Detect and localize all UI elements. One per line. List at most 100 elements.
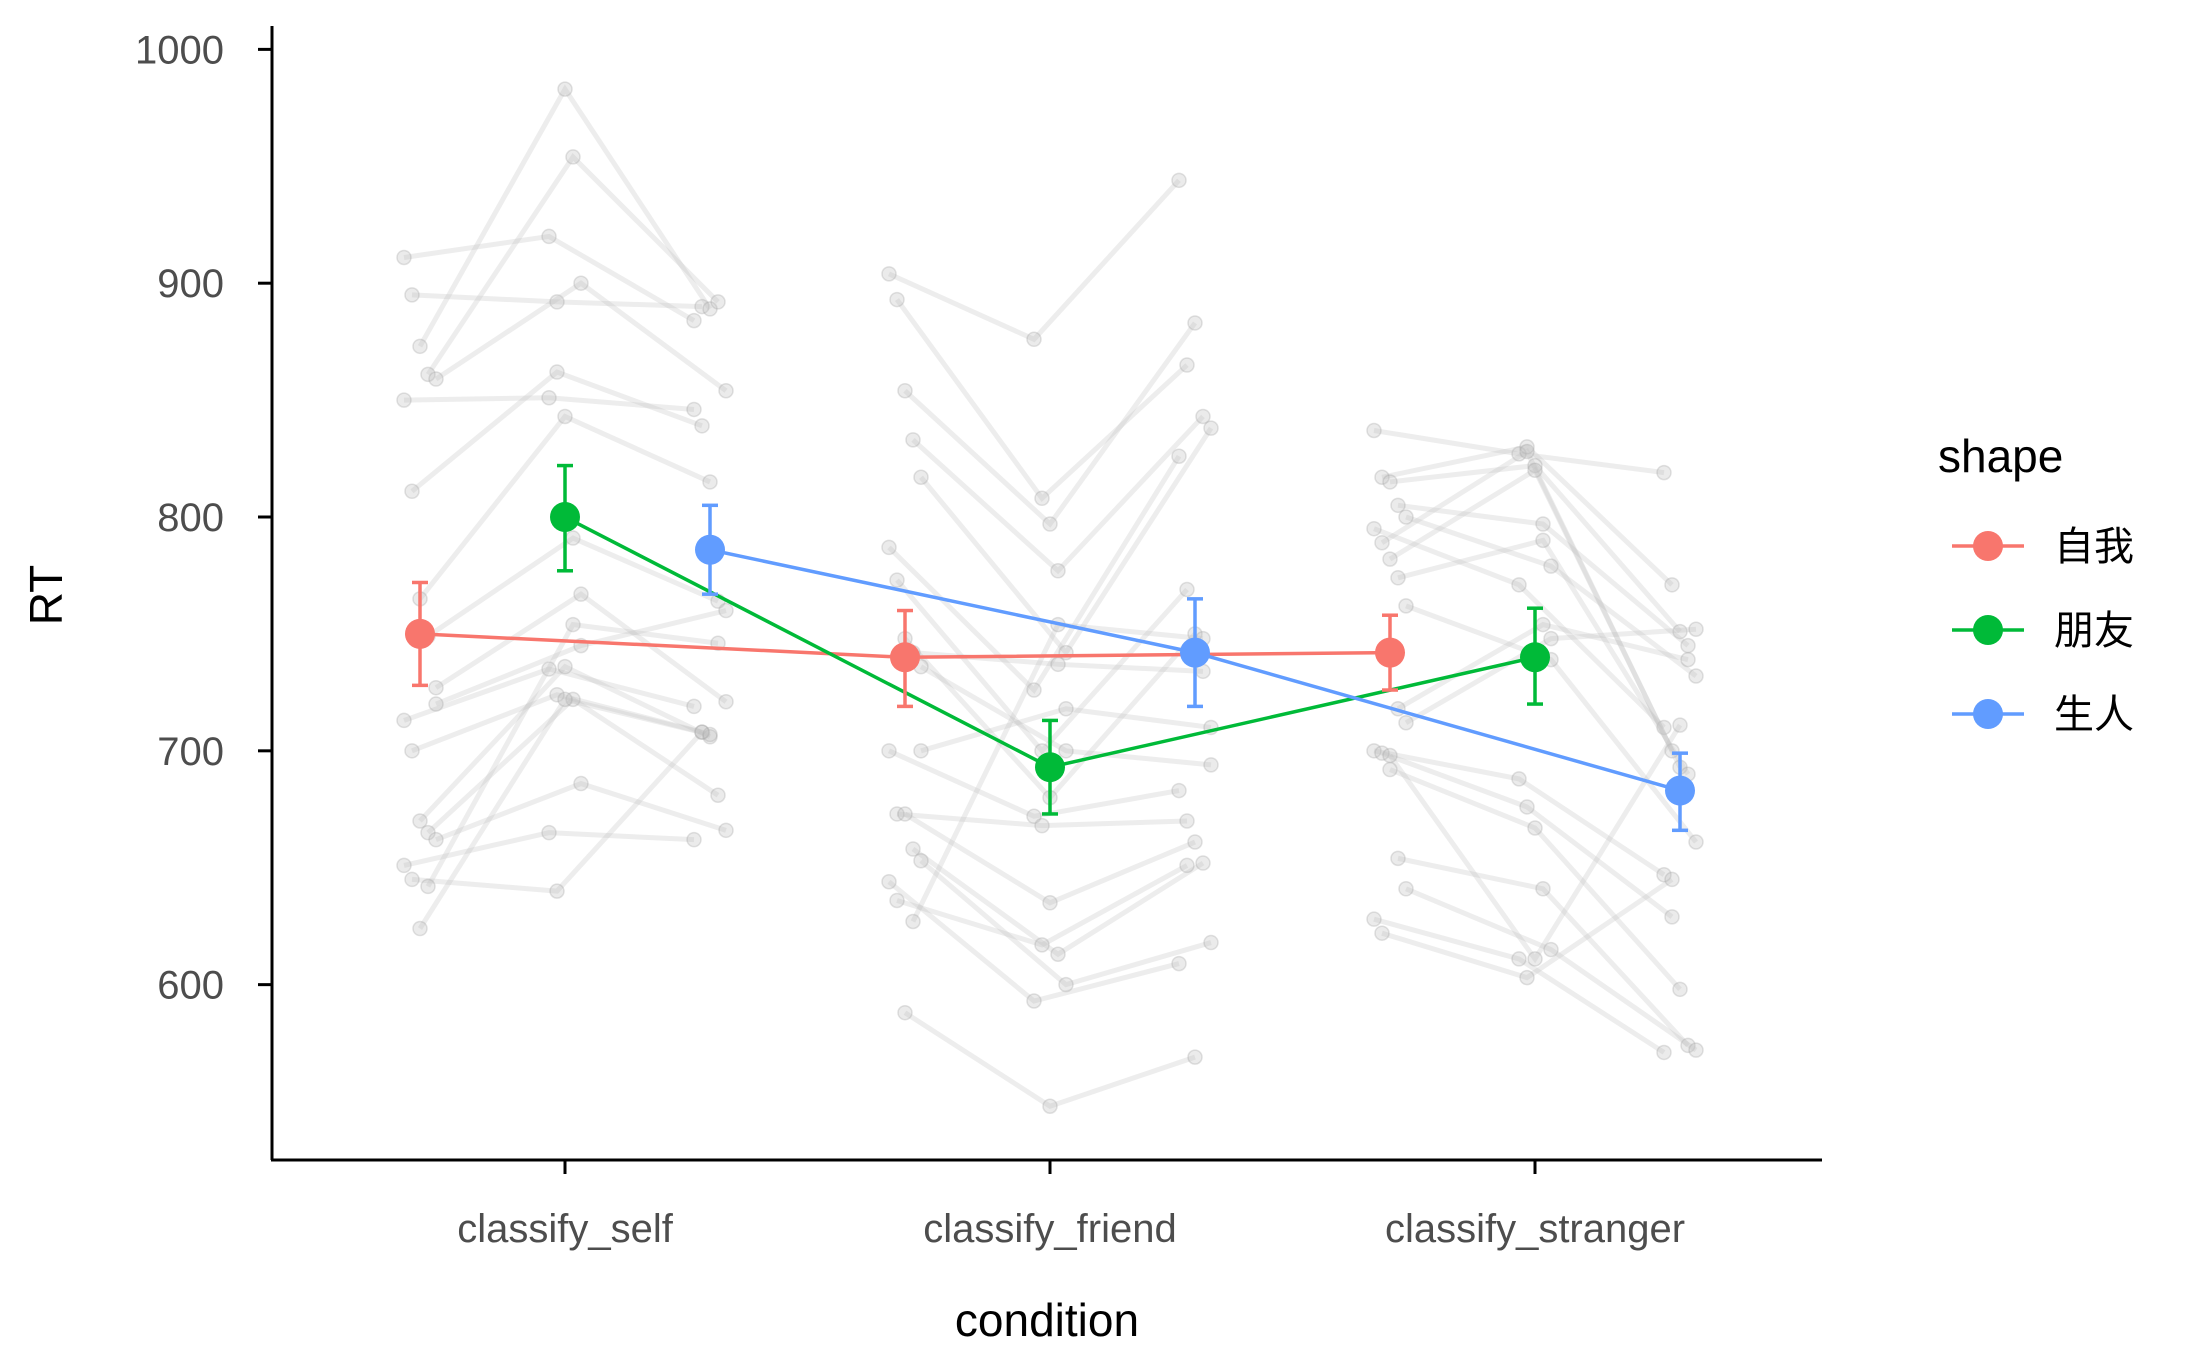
subject-point [573, 586, 589, 602]
subject-point [1535, 532, 1551, 549]
subject-line [1373, 526, 1666, 730]
subject-point [1535, 516, 1551, 532]
subject-point [1382, 551, 1398, 567]
subject-point [881, 743, 897, 759]
x-tick-label: classify_stranger [1385, 1207, 1685, 1251]
subject-point [1187, 315, 1203, 331]
subject-point [889, 806, 905, 822]
subject-point [1672, 623, 1688, 640]
subject-point [541, 228, 557, 245]
subject-line [895, 578, 1189, 755]
subject-point [1026, 682, 1042, 698]
subject-line [1387, 723, 1683, 964]
subject-point [905, 913, 921, 930]
subject-point [1519, 443, 1535, 460]
subject-point [1656, 464, 1672, 481]
subject-line [1397, 855, 1690, 1048]
subject-point [396, 249, 412, 266]
subject-line [435, 608, 727, 707]
subject-point [412, 338, 428, 355]
subject-point [396, 712, 412, 729]
subject-line [1405, 514, 1698, 678]
subject-line [1381, 877, 1674, 981]
subject-point [710, 294, 726, 310]
subject-point [1058, 743, 1074, 759]
subject-point [396, 857, 412, 874]
subject-point [702, 474, 718, 490]
subject-line [403, 395, 695, 412]
subject-point [1366, 743, 1382, 759]
subject-point [889, 892, 905, 909]
subject-point [412, 920, 428, 937]
subject-point [1042, 1098, 1058, 1114]
subject-point [1398, 715, 1414, 731]
mean-point [1035, 752, 1065, 783]
subject-point [1672, 981, 1688, 998]
subject-point [702, 726, 718, 743]
subject-point [1519, 439, 1535, 455]
subject-line [403, 666, 695, 723]
subject-point [1664, 577, 1680, 593]
subject-point [1026, 331, 1042, 348]
subject-point [1195, 408, 1211, 425]
subject-point [557, 658, 573, 675]
subject-line [1397, 502, 1690, 648]
subject-line [1373, 916, 1666, 1055]
subject-point [1187, 834, 1203, 850]
subject-line [1389, 767, 1682, 991]
subject-point [1688, 668, 1704, 684]
subject-point [549, 364, 565, 380]
subject-point [549, 686, 565, 703]
subject-line [903, 811, 1196, 906]
subject-point [881, 539, 897, 556]
subject-point [1374, 469, 1390, 486]
subject-point [694, 418, 710, 434]
subject-point [1171, 782, 1187, 799]
subject-line [896, 811, 1188, 829]
legend-key-point [1973, 615, 2003, 645]
subject-line [426, 535, 719, 639]
subject-point [1187, 1049, 1203, 1065]
subject-point [1203, 934, 1219, 951]
subject-point [1171, 172, 1187, 189]
individual-subject-layer [396, 81, 1704, 1114]
subject-point [718, 693, 734, 710]
subject-point [1026, 808, 1042, 825]
subject-point [913, 743, 929, 759]
subject-point [1034, 817, 1050, 834]
subject-point [1203, 420, 1219, 436]
subject-line [411, 692, 703, 754]
subject-line [911, 414, 1205, 575]
subject-point [549, 294, 565, 310]
subject-point [702, 301, 718, 317]
legend-title: shape [1938, 430, 2063, 482]
mean-point [695, 534, 725, 565]
subject-point [1664, 909, 1680, 925]
subject-point [718, 602, 734, 619]
subject-point [565, 149, 581, 165]
subject-line [417, 84, 713, 348]
subject-point [404, 743, 420, 759]
subject-point [1527, 951, 1543, 967]
subject-point [710, 787, 726, 803]
subject-line [434, 280, 728, 393]
subject-point [1511, 446, 1527, 462]
x-axis-title: condition [955, 1294, 1139, 1346]
subject-line [1373, 428, 1665, 476]
subject-point [1543, 941, 1559, 958]
subject-point [1656, 866, 1672, 883]
subject-point [897, 806, 913, 822]
subject-point [686, 831, 702, 848]
subject-point [1390, 850, 1406, 867]
subject-point [1034, 490, 1050, 507]
subject-line [903, 321, 1198, 528]
subject-point [1366, 911, 1382, 927]
subject-point [1382, 761, 1398, 778]
subject-line [411, 292, 703, 310]
subject-point [565, 530, 581, 546]
subject-point [1034, 937, 1050, 953]
subject-point [396, 392, 412, 408]
subject-point [1390, 497, 1406, 514]
